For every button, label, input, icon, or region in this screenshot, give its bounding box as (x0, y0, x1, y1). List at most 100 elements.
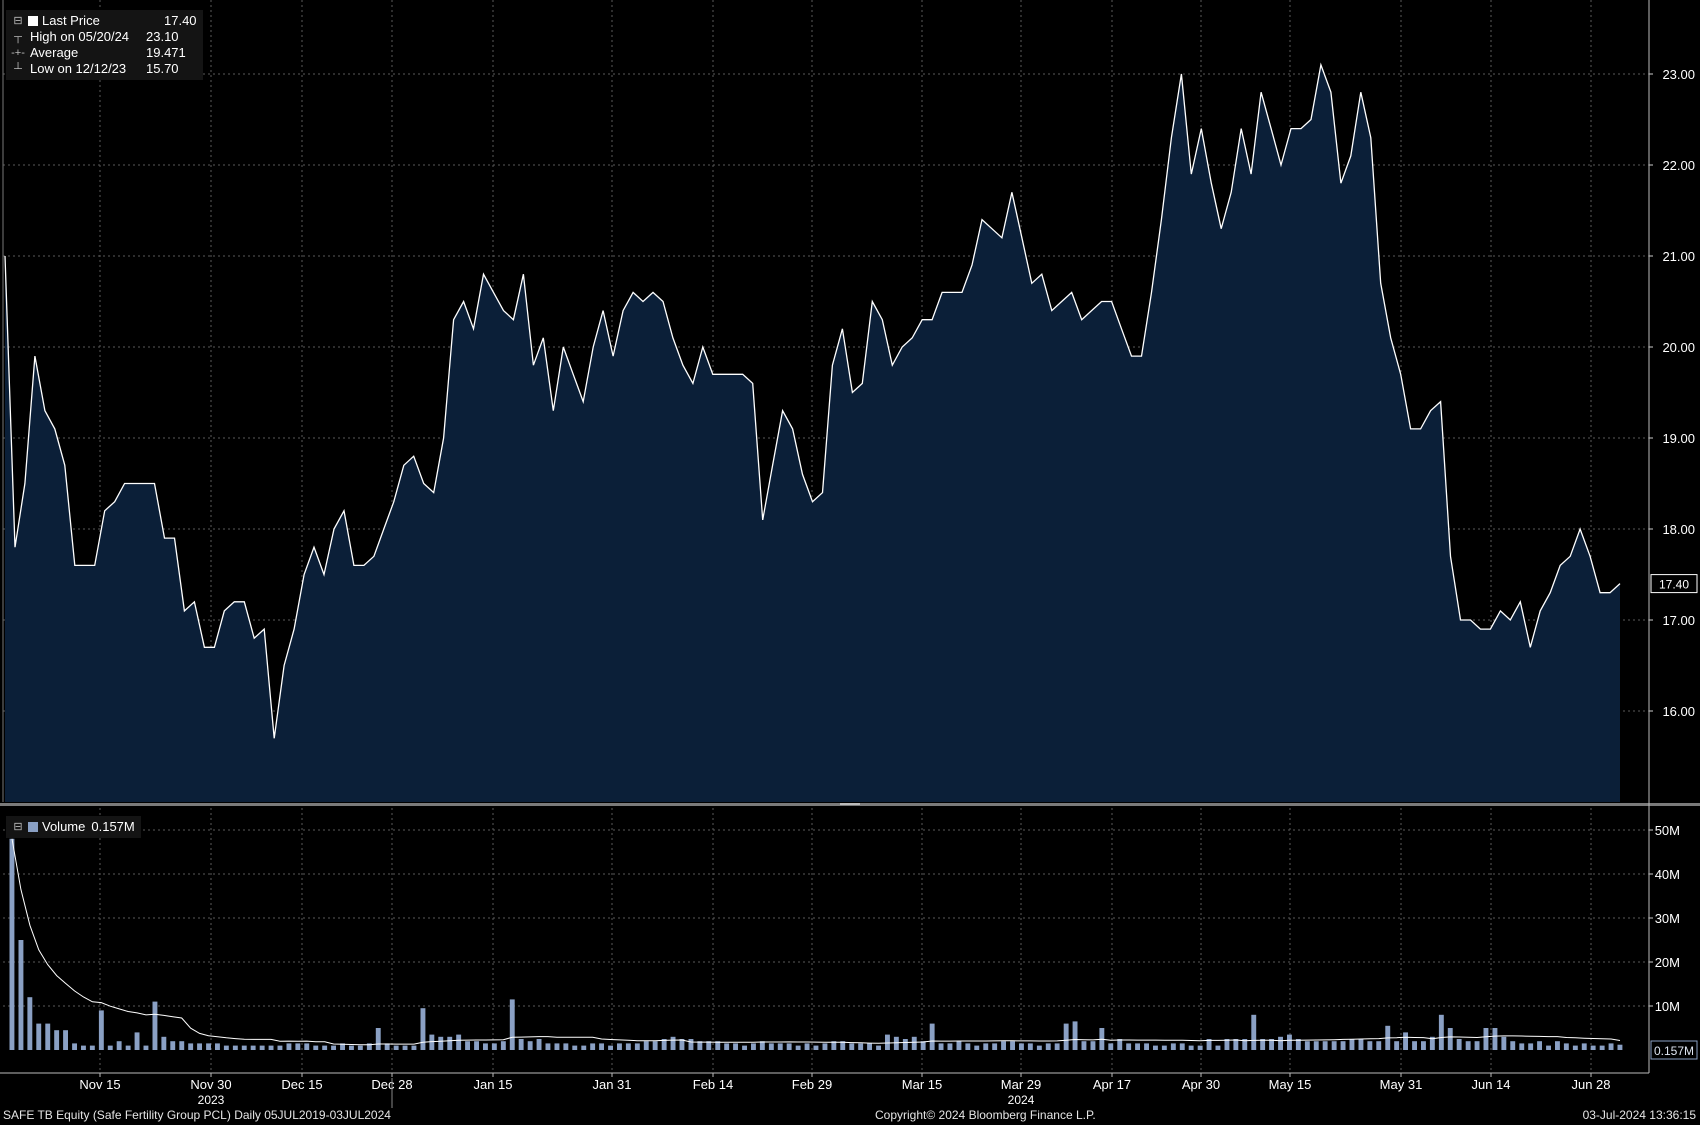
last-volume-label: 0.157M (1654, 1044, 1694, 1058)
volume-bar (393, 1045, 399, 1050)
volume-bar (1126, 1043, 1132, 1050)
volume-bar (429, 1034, 435, 1050)
year-label: 2024 (1008, 1093, 1035, 1107)
volume-bar (1537, 1041, 1542, 1050)
x-tick-label: Nov 15 (79, 1077, 120, 1092)
volume-bar (768, 1043, 774, 1050)
volume-bar (1054, 1043, 1060, 1050)
volume-bar (197, 1043, 202, 1050)
volume-bar (215, 1043, 220, 1050)
volume-bar (1421, 1041, 1426, 1050)
volume-bar (992, 1043, 998, 1050)
volume-tick-label: 20M (1655, 955, 1680, 970)
volume-bar (45, 1023, 51, 1050)
volume-bar (965, 1043, 971, 1050)
volume-bar (893, 1036, 899, 1050)
volume-bar (447, 1036, 453, 1050)
volume-bar (54, 1030, 60, 1050)
volume-bar (1447, 1028, 1453, 1050)
footer-security: SAFE TB Equity (Safe Fertility Group PCL… (3, 1108, 391, 1122)
volume-bar (983, 1043, 989, 1050)
volume-bar (1278, 1036, 1283, 1050)
collapse-icon[interactable]: ⊟ (13, 821, 23, 833)
volume-bar (1206, 1039, 1212, 1050)
volume-bar (1581, 1043, 1587, 1050)
volume-bar (1287, 1034, 1292, 1050)
volume-bar (572, 1045, 578, 1050)
footer-timestamp: 03-Jul-2024 13:36:15 (1582, 1108, 1696, 1122)
volume-bar (1197, 1045, 1203, 1050)
volume-bar (1090, 1041, 1096, 1050)
volume-bar (1590, 1045, 1596, 1050)
volume-bar (831, 1041, 837, 1050)
x-tick-label: Mar 15 (902, 1077, 942, 1092)
volume-bar (483, 1043, 488, 1050)
volume-bar (1045, 1043, 1051, 1050)
legend-label: Low on 12/12/23 (30, 61, 127, 76)
volume-bar (116, 1041, 122, 1050)
legend-label: Average (30, 45, 79, 60)
year-label: 2023 (198, 1093, 225, 1107)
x-tick-label: Jan 15 (473, 1077, 512, 1092)
collapse-icon[interactable]: ⊟ (13, 15, 23, 27)
volume-bar (1233, 1039, 1239, 1050)
average-marker-icon: -+- (11, 47, 25, 59)
volume-bar (1429, 1036, 1435, 1050)
volume-bar (1617, 1044, 1623, 1050)
volume-bar (545, 1043, 551, 1050)
legend-average: -+- Average 19.471 (10, 45, 197, 61)
x-tick-label: Jun 14 (1471, 1077, 1510, 1092)
volume-bar (661, 1039, 667, 1050)
volume-bar (179, 1041, 185, 1050)
volume-bar (599, 1043, 604, 1050)
volume-bar (1483, 1028, 1489, 1050)
volume-bar (1081, 1041, 1087, 1050)
volume-bar (1465, 1041, 1471, 1050)
volume-bar (27, 997, 33, 1050)
volume-bar (1063, 1023, 1069, 1050)
last-price-swatch (28, 16, 38, 26)
price-tick-label: 23.00 (1662, 67, 1695, 82)
volume-bar (670, 1036, 676, 1050)
price-tick-label: 22.00 (1662, 158, 1695, 173)
volume-bar (1313, 1041, 1319, 1050)
volume-bar (98, 1010, 104, 1050)
volume-bar (1349, 1039, 1355, 1050)
volume-bar (1474, 1041, 1480, 1050)
volume-average-line (11, 838, 1621, 1046)
volume-bar (518, 1039, 524, 1050)
price-tick-label: 20.00 (1662, 340, 1695, 355)
volume-bar (679, 1039, 685, 1050)
volume-bar (956, 1041, 962, 1050)
volume-bar (1394, 1041, 1400, 1050)
price-tick-label: 21.00 (1662, 249, 1695, 264)
volume-bar (1599, 1045, 1605, 1050)
volume-bar (1001, 1041, 1006, 1050)
volume-bar (465, 1041, 470, 1050)
volume-bar (1304, 1041, 1310, 1050)
volume-bar (947, 1043, 953, 1050)
last-volume-box (1650, 1040, 1698, 1060)
volume-bar (331, 1045, 336, 1050)
price-tick-label: 16.00 (1662, 704, 1695, 719)
volume-bar (849, 1043, 855, 1050)
volume-bar (1322, 1041, 1328, 1050)
volume-bar (322, 1045, 328, 1050)
volume-bar (277, 1045, 283, 1050)
volume-bar (170, 1041, 176, 1050)
volume-bar (1563, 1043, 1569, 1050)
volume-bar (1144, 1043, 1149, 1050)
volume-bar (1608, 1043, 1614, 1050)
volume-bar (340, 1043, 345, 1050)
volume-bar (18, 940, 24, 1050)
last-price-box (1650, 574, 1698, 594)
volume-bar (241, 1045, 247, 1050)
price-tick-label: 19.00 (1662, 431, 1695, 446)
legend-low: ┴ Low on 12/12/23 15.70 (10, 61, 197, 77)
volume-bar (652, 1041, 658, 1050)
volume-bar (1358, 1039, 1364, 1050)
x-tick-label: Feb 14 (693, 1077, 733, 1092)
volume-bar (617, 1043, 622, 1050)
volume-bar (688, 1039, 694, 1050)
volume-bar (885, 1034, 890, 1050)
